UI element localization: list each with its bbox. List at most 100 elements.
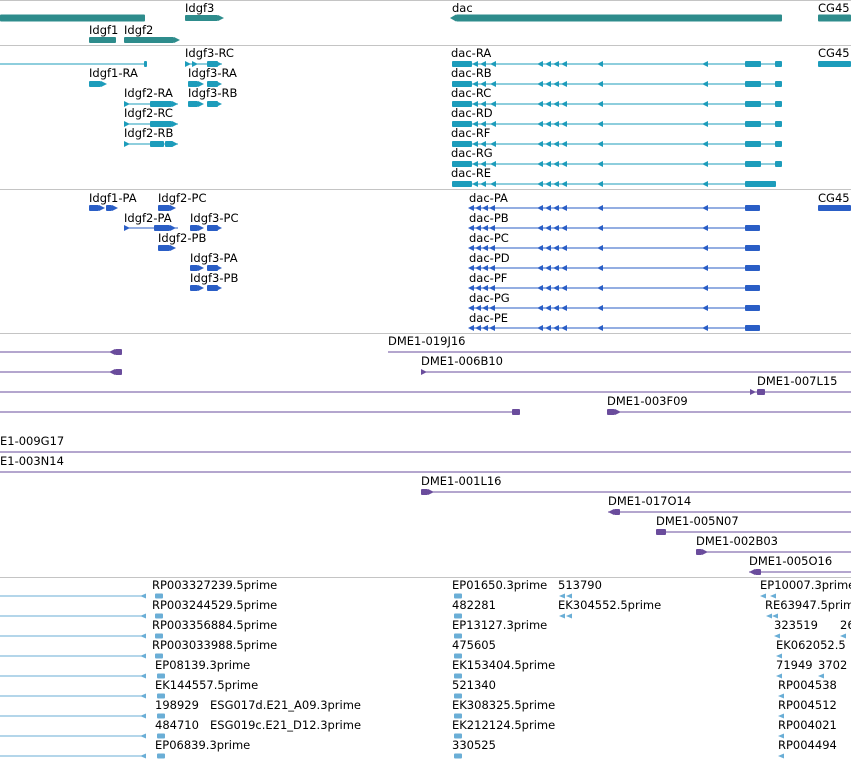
est-feature[interactable]: ESG017d.E21_A09.3prime bbox=[210, 698, 361, 712]
est-feature[interactable]: RP003356884.5prime bbox=[152, 618, 277, 639]
transcript-feature[interactable]: dac-RE bbox=[451, 166, 776, 187]
clone-feature[interactable]: DME1-005N07 bbox=[656, 514, 851, 535]
transcript-feature[interactable]: CG45 bbox=[818, 46, 851, 67]
clone-feature[interactable] bbox=[0, 349, 122, 355]
clone-feature[interactable]: DME1-003F09 bbox=[0, 394, 851, 415]
clone-feature[interactable]: E1-009G17 bbox=[0, 434, 851, 453]
est-feature[interactable]: RP004538 bbox=[778, 678, 837, 699]
feature-label: 475605 bbox=[452, 638, 496, 652]
transcript-feature[interactable]: Idgf3-RA bbox=[188, 66, 237, 87]
est-feature[interactable]: EP01650.3prime bbox=[452, 578, 547, 599]
est-feature[interactable] bbox=[0, 653, 146, 659]
est-feature[interactable]: 475605 bbox=[452, 638, 496, 659]
est-feature[interactable]: RP004512 bbox=[778, 698, 837, 719]
clone-feature[interactable]: DME1-007L15 bbox=[0, 374, 851, 395]
est-feature[interactable]: 521340 bbox=[452, 678, 496, 699]
est-feature[interactable]: RP004494 bbox=[778, 738, 837, 759]
protein-feature[interactable]: Idgf1-PA bbox=[89, 191, 137, 211]
est-feature[interactable] bbox=[0, 753, 146, 759]
est-feature[interactable]: RP003327239.5prime bbox=[152, 578, 277, 599]
transcript-feature[interactable]: Idgf2-RA bbox=[124, 86, 178, 107]
est-feature[interactable]: ESG019c.E21_D12.3prime bbox=[210, 718, 361, 732]
feature-label: 323519 bbox=[774, 618, 818, 632]
est-feature[interactable]: EK308325.5prime bbox=[452, 698, 555, 719]
gene-feature[interactable]: Idgf2 bbox=[124, 23, 180, 43]
transcript-feature[interactable]: dac-RG bbox=[451, 146, 782, 167]
est-feature[interactable]: RE63947.5prime bbox=[765, 598, 851, 619]
feature-label: DME1-001L16 bbox=[421, 474, 502, 488]
transcript-feature[interactable]: dac-RB bbox=[451, 66, 782, 87]
transcript-feature[interactable]: dac-RD bbox=[451, 106, 782, 127]
protein-feature[interactable]: dac-PD bbox=[468, 251, 760, 271]
protein-feature[interactable]: dac-PA bbox=[468, 191, 760, 211]
protein-feature[interactable]: dac-PC bbox=[468, 231, 760, 251]
feature-label: dac-PA bbox=[469, 191, 508, 205]
gene-feature[interactable]: CG45 bbox=[818, 1, 851, 22]
protein-feature[interactable]: Idgf3-PB bbox=[190, 271, 238, 291]
est-feature[interactable]: 323519 bbox=[774, 618, 818, 639]
est-feature[interactable]: 26 bbox=[840, 618, 851, 639]
est-feature[interactable] bbox=[0, 633, 146, 639]
est-feature[interactable]: 71949 bbox=[776, 658, 813, 679]
protein-feature[interactable]: Idgf3-PC bbox=[190, 211, 238, 231]
est-feature[interactable]: EK062052.5 bbox=[776, 638, 846, 659]
protein-feature[interactable]: Idgf2-PB bbox=[158, 231, 206, 251]
clone-feature[interactable]: E1-003N14 bbox=[0, 454, 851, 473]
transcript-feature[interactable]: Idgf1-RA bbox=[89, 66, 138, 87]
est-feature[interactable] bbox=[0, 613, 146, 619]
protein-feature[interactable]: Idgf2-PA bbox=[124, 211, 178, 231]
est-feature[interactable]: EK212124.5prime bbox=[452, 718, 555, 739]
clone-feature[interactable]: DME1-005O16 bbox=[749, 554, 851, 575]
protein-feature[interactable]: dac-PF bbox=[468, 271, 760, 291]
gene-feature[interactable]: Idgf1 bbox=[89, 23, 118, 43]
transcript-feature[interactable] bbox=[0, 61, 147, 67]
est-feature[interactable]: 482281 bbox=[452, 598, 496, 619]
est-feature[interactable]: 198929 bbox=[155, 698, 199, 719]
protein-feature[interactable]: dac-PB bbox=[468, 211, 760, 231]
est-feature[interactable]: RP003033988.5prime bbox=[152, 638, 277, 659]
est-feature[interactable]: RP003244529.5prime bbox=[152, 598, 277, 619]
est-feature[interactable] bbox=[0, 593, 146, 599]
protein-feature[interactable]: dac-PE bbox=[468, 311, 760, 331]
est-feature[interactable]: EK153404.5prime bbox=[452, 658, 555, 679]
est-feature[interactable]: 513790 bbox=[558, 578, 602, 599]
gene-feature[interactable] bbox=[0, 14, 145, 22]
clone-feature[interactable]: DME1-006B10 bbox=[421, 354, 851, 375]
clone-feature[interactable] bbox=[0, 369, 122, 375]
est-feature[interactable]: RP004021 bbox=[778, 718, 837, 739]
est-feature[interactable]: EP06839.3prime bbox=[155, 738, 250, 759]
est-feature[interactable]: EP13127.3prime bbox=[452, 618, 547, 639]
est-feature[interactable] bbox=[0, 673, 146, 679]
est-feature[interactable] bbox=[0, 713, 146, 719]
est-feature[interactable]: 3702 bbox=[818, 658, 847, 679]
clone-feature[interactable]: DME1-001L16 bbox=[421, 474, 851, 495]
transcript-feature[interactable]: Idgf2-RC bbox=[124, 106, 178, 127]
protein-feature[interactable]: CG45 bbox=[818, 191, 851, 211]
est-feature[interactable]: 330525 bbox=[452, 738, 496, 759]
transcript-feature[interactable]: Idgf3-RB bbox=[188, 86, 237, 107]
transcript-feature[interactable]: dac-RF bbox=[451, 126, 782, 147]
clone-feature[interactable]: DME1-017O14 bbox=[608, 494, 851, 515]
protein-feature[interactable]: dac-PG bbox=[468, 291, 760, 311]
est-feature[interactable] bbox=[0, 693, 146, 699]
transcript-feature[interactable]: Idgf2-RB bbox=[124, 126, 178, 147]
clone-feature[interactable]: DME1-002B03 bbox=[696, 534, 851, 555]
gene-feature[interactable]: dac bbox=[450, 1, 782, 22]
est-feature[interactable]: EK304552.5prime bbox=[558, 598, 661, 619]
gene-feature[interactable]: Idgf3 bbox=[185, 1, 224, 21]
feature-label: Idgf2-RB bbox=[124, 126, 173, 140]
transcript-feature[interactable]: Idgf3-RC bbox=[185, 46, 234, 67]
transcript-feature[interactable]: dac-RA bbox=[451, 46, 782, 67]
est-feature[interactable]: EP08139.3prime bbox=[155, 658, 250, 679]
clone-feature[interactable]: DME1-019J16 bbox=[388, 334, 851, 353]
protein-feature[interactable]: Idgf2-PC bbox=[158, 191, 206, 211]
est-feature[interactable]: EP10007.3prime bbox=[760, 578, 851, 599]
transcript-feature[interactable]: dac-RC bbox=[451, 86, 782, 107]
protein-feature[interactable]: Idgf3-PA bbox=[190, 251, 238, 271]
est-feature[interactable]: EK144557.5prime bbox=[155, 678, 258, 699]
est-feature[interactable]: 484710 bbox=[155, 718, 199, 739]
feature-label: Idgf3 bbox=[185, 1, 214, 15]
est-feature[interactable] bbox=[0, 733, 146, 739]
